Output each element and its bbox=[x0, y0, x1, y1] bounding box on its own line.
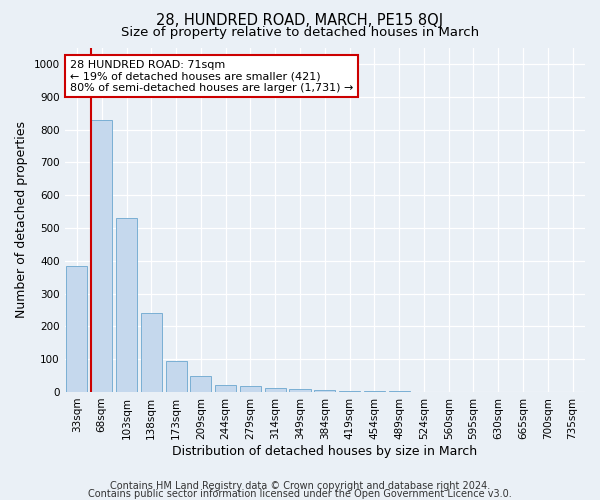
Bar bbox=[240, 386, 261, 392]
Bar bbox=[141, 313, 162, 392]
Text: Contains HM Land Registry data © Crown copyright and database right 2024.: Contains HM Land Registry data © Crown c… bbox=[110, 481, 490, 491]
Bar bbox=[190, 376, 211, 392]
Bar bbox=[289, 390, 311, 392]
Text: 28 HUNDRED ROAD: 71sqm
← 19% of detached houses are smaller (421)
80% of semi-de: 28 HUNDRED ROAD: 71sqm ← 19% of detached… bbox=[70, 60, 353, 93]
Text: Size of property relative to detached houses in March: Size of property relative to detached ho… bbox=[121, 26, 479, 39]
Bar bbox=[265, 388, 286, 392]
Bar bbox=[339, 391, 360, 392]
Text: Contains public sector information licensed under the Open Government Licence v3: Contains public sector information licen… bbox=[88, 489, 512, 499]
X-axis label: Distribution of detached houses by size in March: Distribution of detached houses by size … bbox=[172, 444, 478, 458]
Bar bbox=[314, 390, 335, 392]
Bar bbox=[67, 266, 88, 392]
Bar bbox=[116, 218, 137, 392]
Y-axis label: Number of detached properties: Number of detached properties bbox=[15, 121, 28, 318]
Text: 28, HUNDRED ROAD, MARCH, PE15 8QJ: 28, HUNDRED ROAD, MARCH, PE15 8QJ bbox=[157, 12, 443, 28]
Bar bbox=[166, 361, 187, 392]
Bar bbox=[91, 120, 112, 392]
Bar bbox=[215, 384, 236, 392]
